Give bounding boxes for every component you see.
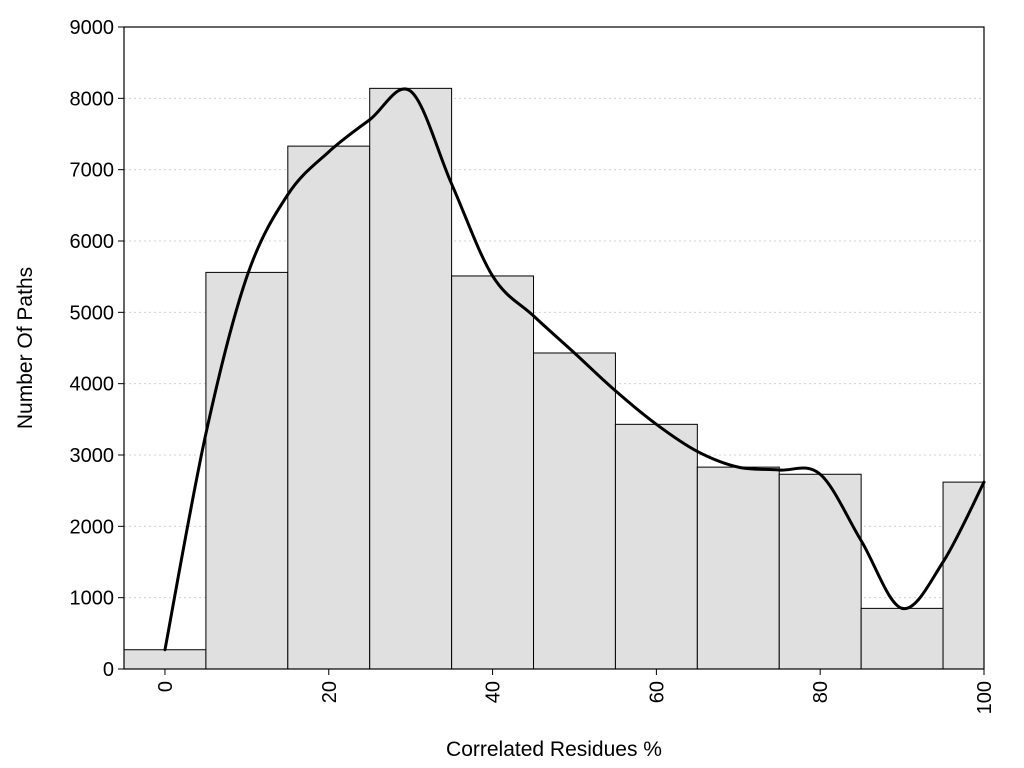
- y-tick-label-9000: 9000: [70, 17, 115, 39]
- bar-80: [778, 473, 862, 670]
- y-tick-label-3000: 3000: [70, 445, 115, 467]
- bar-10: [205, 271, 289, 670]
- bar-70: [696, 466, 780, 670]
- x-tick-label-40: 40: [483, 681, 505, 703]
- y-tick-label-4000: 4000: [70, 374, 115, 396]
- bar-0: [123, 649, 207, 670]
- plot-frame: [123, 26, 985, 670]
- y-tick-label-7000: 7000: [70, 160, 115, 182]
- x-axis-ticks: 0 20 40 60 80 100: [155, 669, 996, 714]
- bar-100: [942, 481, 985, 670]
- x-tick-label-0: 0: [155, 681, 177, 692]
- bars: [123, 87, 985, 670]
- y-tick-label-0: 0: [103, 659, 114, 681]
- bar-50: [533, 352, 616, 670]
- bar-40: [451, 275, 535, 670]
- bar-20: [287, 145, 371, 670]
- x-tick-label-100: 100: [974, 681, 996, 714]
- bar-30: [369, 87, 453, 670]
- y-tick-label-1000: 1000: [70, 588, 115, 610]
- x-tick-label-20: 20: [319, 681, 341, 703]
- smoothed-trend-curve: [163, 87, 986, 652]
- x-tick-label-60: 60: [646, 681, 668, 703]
- y-axis-ticks: 0 1000 2000 3000 4000 5000 6000 7000 8000 9000: [70, 17, 124, 681]
- y-tick-label-6000: 6000: [70, 231, 115, 253]
- bar-60: [614, 423, 698, 670]
- x-axis-title: Correlated Residues %: [446, 738, 662, 761]
- x-tick-label-80: 80: [810, 681, 832, 703]
- y-tick-label-2000: 2000: [70, 516, 115, 538]
- y-axis-title: Number Of Paths: [14, 267, 37, 429]
- y-tick-label-8000: 8000: [70, 88, 115, 110]
- bar-90: [860, 607, 944, 670]
- y-tick-label-5000: 5000: [70, 302, 115, 324]
